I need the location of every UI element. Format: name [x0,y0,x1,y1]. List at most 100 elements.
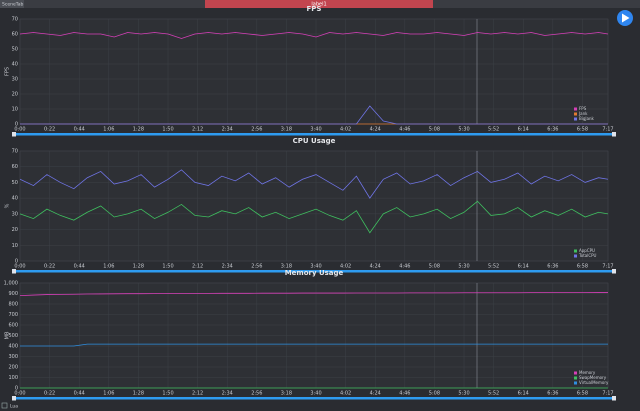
x-tick-label: 4:02 [340,391,351,397]
x-tick-label: 6:58 [577,391,588,397]
x-tick-label: 5:08 [429,391,440,397]
y-tick-label: 60 [12,32,18,38]
legend-label: Memory [579,370,596,375]
x-tick-label: 5:52 [488,264,499,270]
y-tick-label: 600 [8,323,18,329]
scroll-handle [12,396,16,401]
x-tick-label: 6:58 [577,127,588,133]
y-tick-label: 0 [15,259,18,265]
legend-swatch [574,254,577,258]
x-tick-label: 6:36 [547,127,558,133]
y-tick-label: 30 [12,77,18,83]
legend-swatch [574,249,577,253]
x-tick-label: 3:18 [281,264,292,270]
legend-label: TotalCPU [578,253,597,258]
tab-label: SceneTab [2,2,23,8]
y-tick-label: 40 [12,62,18,68]
y-tick-label: 60 [12,164,18,170]
x-tick-label: 1:06 [103,264,114,270]
x-tick-label: 0:22 [44,264,55,270]
x-tick-label: 7:17 [602,264,613,270]
y-tick-label: 70 [12,17,18,23]
chart-title: Memory Usage [285,269,344,277]
x-tick-label: 1:06 [103,391,114,397]
x-tick-label: 4:24 [370,391,381,397]
x-tick-label: 6:14 [518,127,529,133]
plot-area [19,18,609,125]
y-tick-label: 700 [8,312,18,318]
y-tick-label: 40 [12,196,18,202]
data-line [19,200,609,234]
x-tick-label: 5:52 [488,391,499,397]
x-tick-label: 6:36 [547,391,558,397]
x-tick-label: 2:56 [251,127,262,133]
y-axis-label: MB [5,331,11,339]
x-tick-label: 2:12 [192,391,203,397]
scroll-handle [612,396,616,401]
data-line [20,105,608,125]
x-tick-label: 5:08 [429,127,440,133]
y-tick-label: 20 [12,92,18,98]
chart-title: FPS [307,5,322,13]
legend-label: VirtualMemory [579,380,609,385]
legend-swatch [574,112,577,116]
x-tick-label: 3:40 [310,127,321,133]
x-tick-label: 4:24 [370,127,381,133]
x-tick-label: 2:12 [192,264,203,270]
x-tick-label: 0:00 [14,127,25,133]
x-tick-label: 4:46 [399,391,410,397]
data-line [19,169,609,199]
y-tick-label: 50 [12,180,18,186]
x-tick-label: 2:56 [251,264,262,270]
y-tick-label: 900 [8,291,18,297]
x-tick-label: 1:50 [162,264,173,270]
x-tick-label: 3:18 [281,127,292,133]
x-tick-label: 4:46 [399,264,410,270]
x-tick-label: 0:44 [74,127,85,133]
y-tick-label: 20 [12,227,18,233]
x-tick-label: 5:52 [488,127,499,133]
y-tick-label: 500 [8,333,18,339]
x-tick-label: 4:24 [370,264,381,270]
x-tick-label: 1:28 [133,391,144,397]
x-tick-label: 1:28 [133,264,144,270]
y-tick-label: 70 [12,149,18,155]
plot-area [19,150,609,262]
x-tick-label: 1:06 [103,127,114,133]
data-line [20,343,608,347]
checkbox[interactable] [1,402,8,409]
y-tick-label: 100 [8,375,18,381]
legend-swatch [574,381,577,385]
data-line [19,32,609,39]
header-bar [205,0,433,8]
x-tick-label: 0:00 [14,264,25,270]
x-tick-label: 1:28 [133,127,144,133]
y-tick-label: 800 [8,302,18,308]
scrollbar [14,397,614,400]
scroll-handle [612,132,616,137]
y-tick-label: 0 [15,386,18,392]
y-axis-label: % [5,203,11,208]
option-label: Lua [10,404,18,410]
y-tick-label: 1,000 [4,281,18,287]
x-tick-label: 0:00 [14,391,25,397]
chart-title: CPU Usage [293,137,336,145]
x-tick-label: 3:40 [310,391,321,397]
tab[interactable] [0,0,24,8]
x-tick-label: 4:02 [340,127,351,133]
x-tick-label: 2:34 [222,391,233,397]
x-tick-label: 6:14 [518,391,529,397]
x-tick-label: 5:30 [458,264,469,270]
x-tick-label: 0:44 [74,391,85,397]
legend-label: SwapMemory [579,375,607,380]
play-icon [622,13,630,23]
x-tick-label: 0:22 [44,391,55,397]
y-tick-label: 30 [12,211,18,217]
x-tick-label: 3:18 [281,391,292,397]
scrollbar [14,133,614,136]
x-tick-label: 6:36 [547,264,558,270]
legend-label: BigJank [579,116,595,121]
legend-swatch [574,376,577,380]
x-tick-label: 7:17 [602,127,613,133]
